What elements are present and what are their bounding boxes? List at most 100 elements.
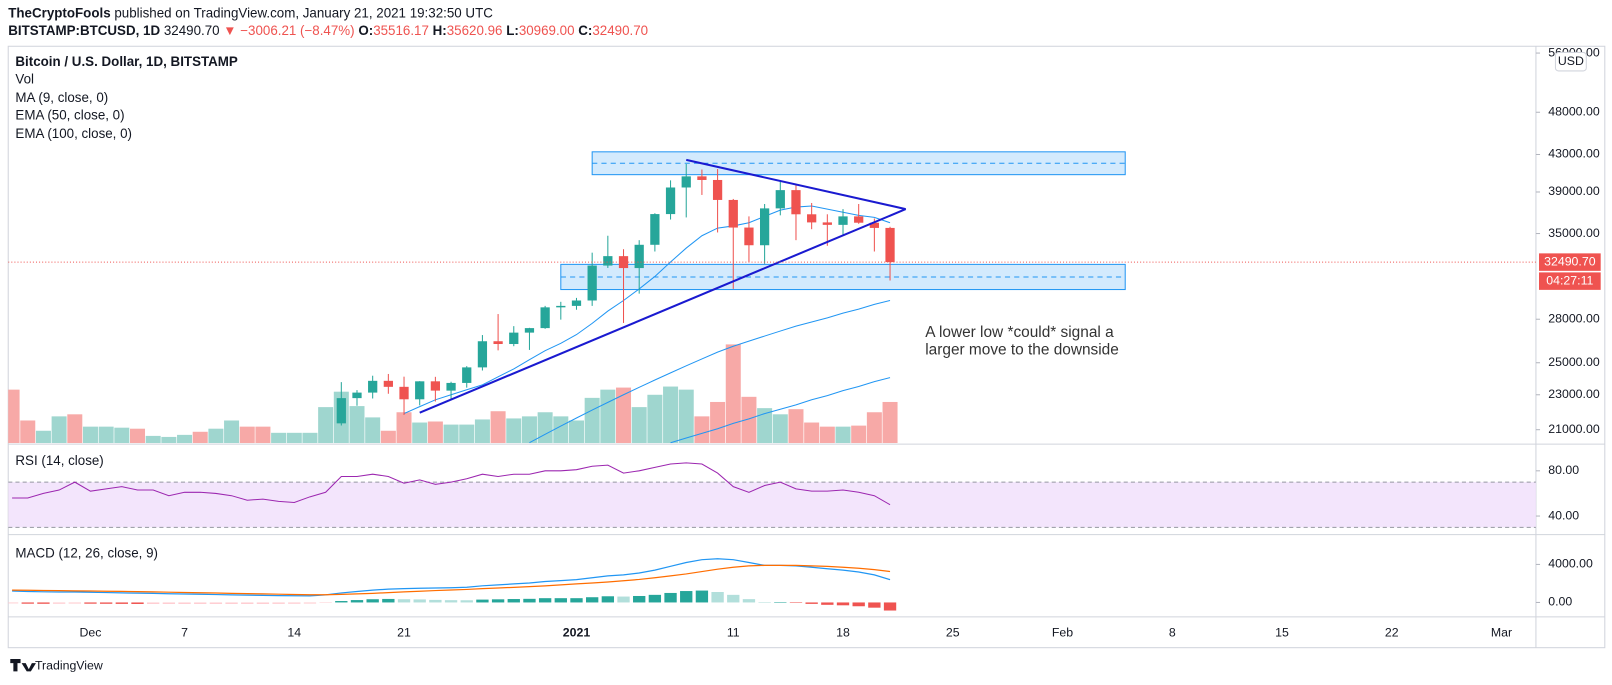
volume-bar	[882, 401, 898, 444]
ma-line	[670, 377, 891, 444]
macd-histogram-bar	[476, 599, 489, 603]
volume-bar	[365, 417, 381, 444]
macd-histogram-bar	[883, 602, 897, 611]
rsi-band	[8, 482, 1536, 528]
volume-bar	[694, 416, 710, 444]
candle-body	[368, 380, 378, 393]
macd-histogram-bar	[209, 602, 223, 604]
x-tick-label: 15	[1275, 626, 1289, 640]
candle-body	[336, 398, 346, 424]
candle-body	[665, 187, 676, 215]
macd-histogram-bar	[84, 602, 97, 604]
macd-line	[12, 564, 891, 596]
macd-histogram-bar	[413, 599, 426, 603]
macd-histogram-bar	[758, 602, 771, 603]
volume-bar	[553, 416, 569, 444]
candle-body	[509, 332, 519, 345]
volume-bar	[835, 426, 851, 444]
candle-body	[838, 216, 848, 225]
chart-frame	[7, 45, 1606, 649]
y-tick-label: 21000.00	[1548, 422, 1600, 436]
volume-bar	[82, 426, 98, 444]
macd-histogram-bar	[774, 602, 787, 603]
volume-bar	[255, 426, 271, 444]
macd-histogram-bar	[162, 602, 176, 604]
volume-bar	[271, 432, 287, 444]
candle-body	[383, 380, 393, 387]
brand-logo	[10, 658, 36, 672]
candle-body	[634, 244, 644, 269]
ohlc-value: 32490.70	[592, 22, 648, 37]
volume-bar	[474, 419, 490, 444]
macd-histogram-bar	[695, 590, 709, 603]
y-tick-label: 80.00	[1548, 463, 1579, 477]
last-price: 32490.70	[164, 22, 220, 37]
change: ▼ −3006.21 (−8.47%)	[223, 22, 354, 37]
macd-histogram-bar	[789, 602, 803, 603]
volume-bar	[51, 416, 67, 444]
macd-histogram-bar	[52, 602, 66, 604]
macd-histogram-bar	[538, 598, 552, 603]
volume-bar	[725, 344, 741, 444]
candle-body	[885, 227, 895, 263]
y-tick-label: 28000.00	[1548, 311, 1600, 325]
macd-histogram-bar	[303, 602, 317, 604]
macd-histogram-bar	[272, 602, 285, 604]
candle-body	[697, 176, 707, 180]
rsi-title: RSI (14, close)	[15, 453, 103, 468]
published: published on TradingView.com, January 21…	[114, 5, 493, 20]
macd-histogram-bar	[115, 602, 128, 604]
macd-histogram-bar	[836, 602, 850, 606]
ma-line	[403, 205, 891, 415]
candle-body	[744, 227, 754, 246]
volume-bar	[710, 401, 726, 444]
candle-body	[493, 341, 503, 345]
x-tick-label: 7	[181, 626, 188, 640]
rsi-pane	[8, 462, 1536, 528]
candle-body	[571, 300, 582, 306]
volume-bar	[302, 432, 318, 444]
macd-histogram-bar	[225, 602, 238, 604]
trendline	[419, 208, 907, 414]
price-label-box	[1539, 253, 1601, 271]
legend-entry: EMA (100, close, 0)	[15, 126, 132, 141]
volume-bar	[490, 411, 506, 444]
macd-histogram-bar	[460, 600, 473, 603]
x-tick-label: Dec	[80, 626, 102, 640]
candle-body	[807, 214, 817, 223]
macd-histogram-bar	[491, 599, 505, 603]
macd-histogram-bar	[648, 594, 662, 603]
x-tick-label: 21	[397, 626, 411, 640]
macd-histogram-bar	[680, 591, 693, 603]
ohlc-label: H:	[433, 22, 447, 37]
macd-histogram-bar	[256, 602, 270, 604]
quote-line: BITSTAMP:BTCUSD, 1D 32490.70 ▼ −3006.21 …	[8, 22, 648, 37]
chart-title: Bitcoin / U.S. Dollar, 1D, BITSTAMP	[15, 54, 238, 69]
candle-body	[854, 216, 864, 223]
volume-bar	[8, 389, 20, 444]
volume-bar	[396, 412, 412, 444]
candle-body	[446, 382, 456, 391]
y-tick-label: 0.00	[1548, 595, 1572, 609]
macd-histogram-bar	[288, 602, 301, 604]
macd-histogram-bar	[178, 602, 191, 604]
volume-bar	[286, 432, 302, 444]
macd-histogram-bar	[585, 597, 599, 603]
macd-histogram-bar	[711, 591, 724, 603]
volume-bar	[788, 409, 804, 444]
x-tick-label: 18	[836, 626, 850, 640]
currency-box[interactable]	[1554, 51, 1587, 72]
candle-body	[822, 222, 832, 225]
candle-body	[728, 199, 738, 228]
macd-histogram-bar	[821, 602, 834, 605]
macd-histogram-bar	[68, 602, 81, 604]
candle-body	[430, 381, 441, 391]
macd-histogram-bar	[727, 594, 740, 603]
volume-bar	[349, 406, 365, 444]
y-tick-label: 48000.00	[1548, 105, 1600, 119]
candle-body	[603, 256, 613, 266]
candle-body	[759, 208, 770, 246]
volume-bar	[804, 422, 820, 444]
volume-bar	[600, 389, 616, 444]
